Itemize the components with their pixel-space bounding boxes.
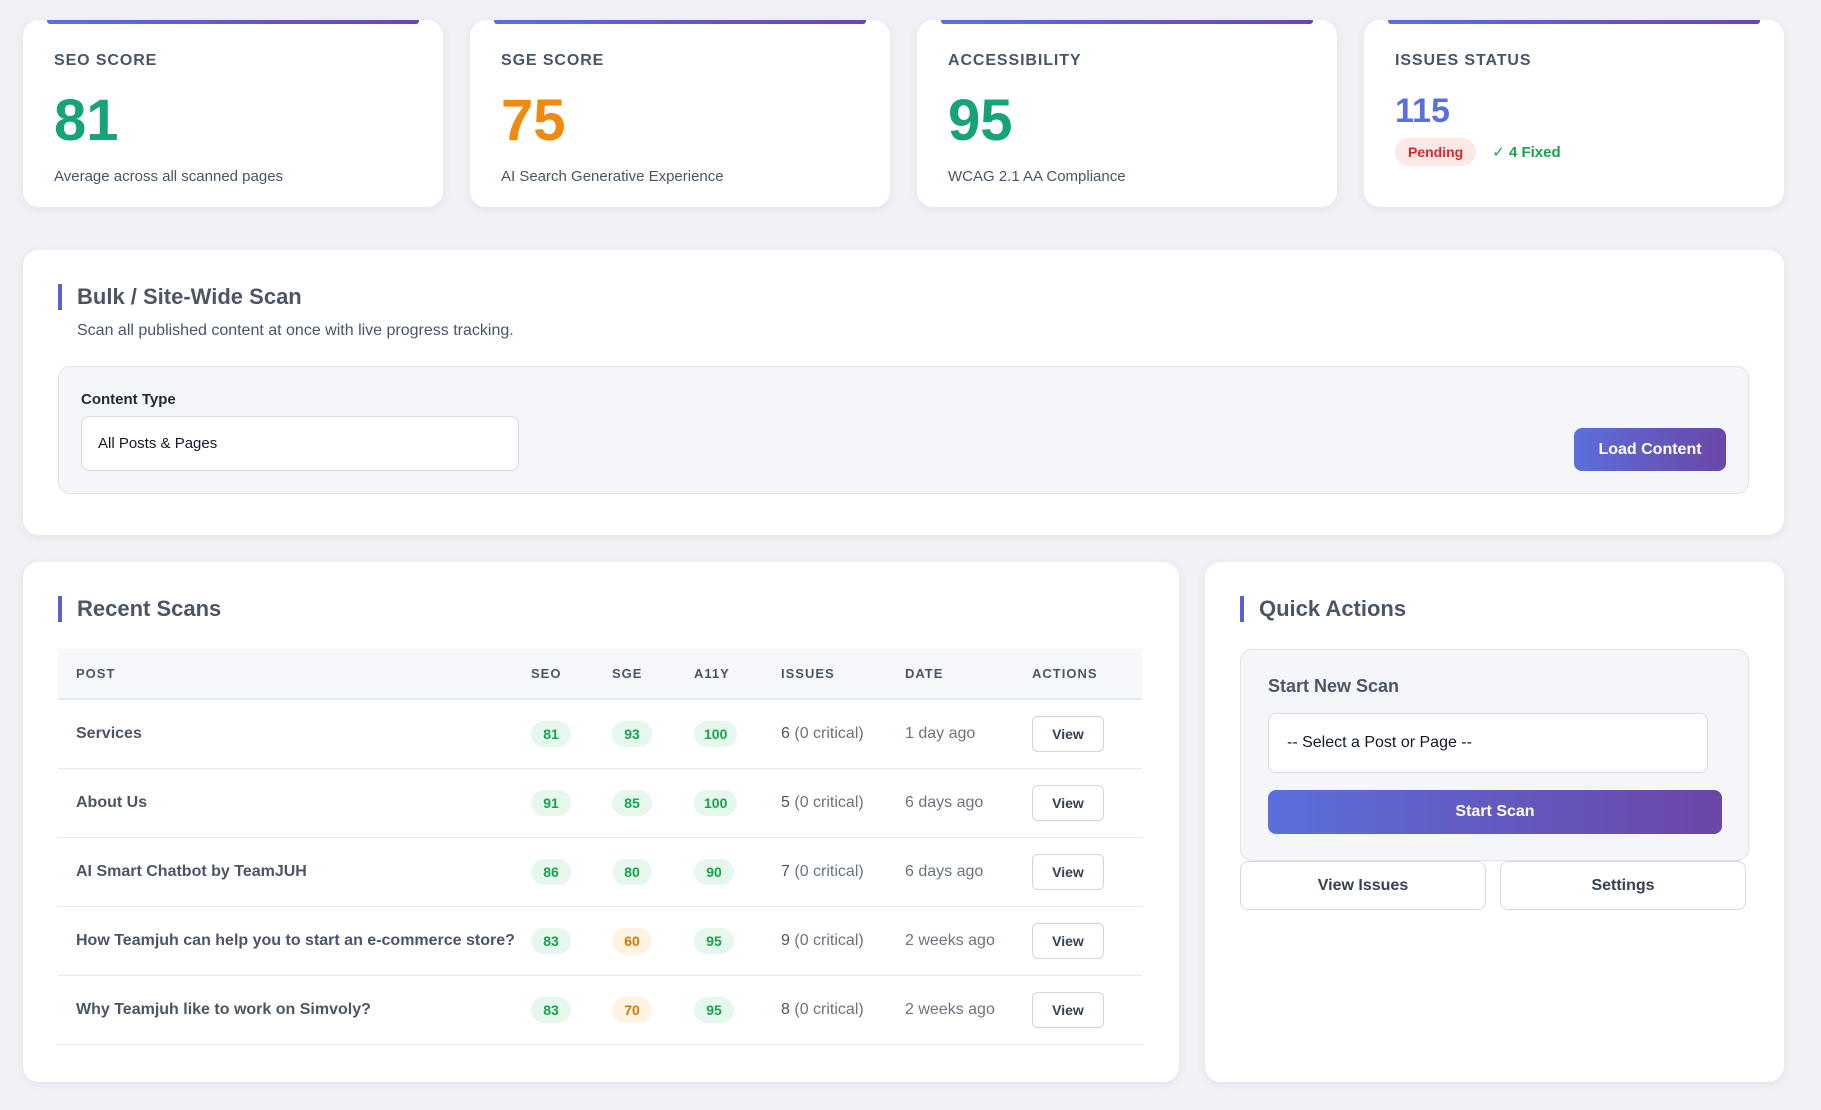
column-header-issues: ISSUES (781, 666, 835, 681)
critical-count: (0 critical) (794, 724, 864, 742)
critical-count: (0 critical) (794, 862, 864, 880)
stat-value: 95 (948, 88, 1013, 153)
recent-scans-title: Recent Scans (58, 596, 1144, 622)
scan-date: 6 days ago (905, 862, 984, 880)
sge-score-card: SGE SCORE 75 AI Search Generative Experi… (470, 20, 890, 207)
stat-value: 81 (54, 88, 119, 153)
column-header-a11y: A11Y (694, 666, 730, 681)
column-header-date: DATE (905, 666, 944, 681)
table-row: About Us 91 85 100 5 (0 critical) 6 days… (58, 768, 1142, 837)
start-scan-button[interactable]: Start Scan (1268, 790, 1722, 834)
stat-label: SEO SCORE (54, 52, 158, 69)
stats-row: SEO SCORE 81 Average across all scanned … (23, 20, 1784, 207)
column-header-seo: SEO (531, 666, 562, 681)
seo-score-card: SEO SCORE 81 Average across all scanned … (23, 20, 443, 207)
stat-value: 75 (501, 88, 566, 153)
recent-scans-panel: Recent Scans POST SEO SGE A11Y ISSUES DA… (23, 562, 1179, 1082)
column-header-actions: ACTIONS (1032, 666, 1098, 681)
stat-desc: AI Search Generative Experience (501, 168, 724, 185)
table-row: Services 81 93 100 6 (0 critical) 1 day … (58, 699, 1142, 768)
issues-count: 8 (781, 1000, 790, 1018)
column-header-post: POST (76, 666, 116, 681)
bottom-row: Recent Scans POST SEO SGE A11Y ISSUES DA… (23, 562, 1784, 1082)
view-button[interactable]: View (1032, 715, 1104, 752)
start-new-scan-title: Start New Scan (1268, 676, 1400, 696)
view-button[interactable]: View (1032, 922, 1104, 959)
stat-desc: WCAG 2.1 AA Compliance (948, 168, 1126, 185)
column-header-sge: SGE (612, 666, 643, 681)
issues-count: 115 (1395, 92, 1450, 130)
scan-date: 6 days ago (905, 793, 984, 811)
dashboard: SEO SCORE 81 Average across all scanned … (23, 20, 1784, 1082)
issues-badges: Pending ✓ 4 Fixed (1395, 138, 1753, 166)
quick-actions-title: Quick Actions (1240, 596, 1749, 622)
issues-count: 9 (781, 931, 790, 949)
recent-scans-table: POST SEO SGE A11Y ISSUES DATE ACTIONS Se… (58, 649, 1142, 1045)
seo-score-pill: 81 (531, 720, 571, 747)
a11y-score-pill: 100 (694, 720, 738, 747)
bulk-scan-panel: Bulk / Site-Wide Scan Scan all published… (23, 250, 1784, 535)
content-type-label: Content Type (81, 391, 176, 408)
table-row: AI Smart Chatbot by TeamJUH 86 80 90 7 (… (58, 837, 1142, 906)
seo-score-pill: 83 (531, 927, 571, 954)
quick-action-buttons: View Issues Settings (1240, 861, 1749, 910)
issues-count: 5 (781, 793, 790, 811)
accessibility-card: ACCESSIBILITY 95 WCAG 2.1 AA Compliance (917, 20, 1337, 207)
card-accent-bar (941, 20, 1313, 24)
load-content-button[interactable]: Load Content (1574, 428, 1726, 471)
fixed-count: ✓ 4 Fixed (1492, 144, 1561, 161)
scan-date: 2 weeks ago (905, 931, 995, 949)
view-issues-button[interactable]: View Issues (1240, 861, 1486, 910)
quick-actions-panel: Quick Actions Start New Scan -- Select a… (1205, 562, 1784, 1082)
view-button[interactable]: View (1032, 991, 1104, 1028)
sge-score-pill: 85 (612, 789, 652, 816)
scan-date: 2 weeks ago (905, 1000, 995, 1018)
table-row: How Teamjuh can help you to start an e-c… (58, 906, 1142, 975)
table-row: Why Teamjuh like to work on Simvoly? 83 … (58, 975, 1142, 1044)
critical-count: (0 critical) (794, 793, 864, 811)
post-name[interactable]: About Us (76, 793, 148, 811)
stat-label: ACCESSIBILITY (948, 52, 1082, 69)
pending-badge: Pending (1395, 138, 1477, 166)
settings-button[interactable]: Settings (1500, 861, 1746, 910)
card-accent-bar (1388, 20, 1760, 24)
start-new-scan-box: Start New Scan -- Select a Post or Page … (1240, 649, 1749, 861)
seo-score-pill: 83 (531, 996, 571, 1023)
seo-score-pill: 86 (531, 858, 571, 885)
card-accent-bar (494, 20, 866, 24)
view-button[interactable]: View (1032, 853, 1104, 890)
stat-desc: Average across all scanned pages (54, 168, 284, 185)
issues-count: 6 (781, 724, 790, 742)
a11y-score-pill: 95 (694, 927, 734, 954)
bulk-scan-form: Content Type All Posts & Pages Load Cont… (58, 366, 1749, 494)
sge-score-pill: 60 (612, 927, 652, 954)
bulk-scan-description: Scan all published content at once with … (77, 322, 514, 339)
stat-label: ISSUES STATUS (1395, 52, 1532, 69)
issues-status-card: ISSUES STATUS 115 Pending ✓ 4 Fixed (1364, 20, 1784, 207)
sge-score-pill: 80 (612, 858, 652, 885)
content-type-select[interactable]: All Posts & Pages (81, 416, 519, 471)
issues-count: 7 (781, 862, 790, 880)
bulk-scan-title: Bulk / Site-Wide Scan (58, 284, 1749, 310)
sge-score-pill: 70 (612, 996, 652, 1023)
view-button[interactable]: View (1032, 784, 1104, 821)
critical-count: (0 critical) (794, 1000, 864, 1018)
sge-score-pill: 93 (612, 720, 652, 747)
stat-label: SGE SCORE (501, 52, 605, 69)
table-header-row: POST SEO SGE A11Y ISSUES DATE ACTIONS (58, 649, 1142, 699)
card-accent-bar (47, 20, 419, 24)
a11y-score-pill: 90 (694, 858, 734, 885)
post-name[interactable]: Why Teamjuh like to work on Simvoly? (76, 1000, 371, 1018)
post-name[interactable]: How Teamjuh can help you to start an e-c… (76, 931, 515, 949)
post-select[interactable]: -- Select a Post or Page -- (1268, 713, 1708, 773)
critical-count: (0 critical) (794, 931, 864, 949)
a11y-score-pill: 95 (694, 996, 734, 1023)
scan-date: 1 day ago (905, 724, 976, 742)
seo-score-pill: 91 (531, 789, 571, 816)
post-name[interactable]: Services (76, 724, 142, 742)
post-name[interactable]: AI Smart Chatbot by TeamJUH (76, 862, 307, 880)
a11y-score-pill: 100 (694, 789, 738, 816)
